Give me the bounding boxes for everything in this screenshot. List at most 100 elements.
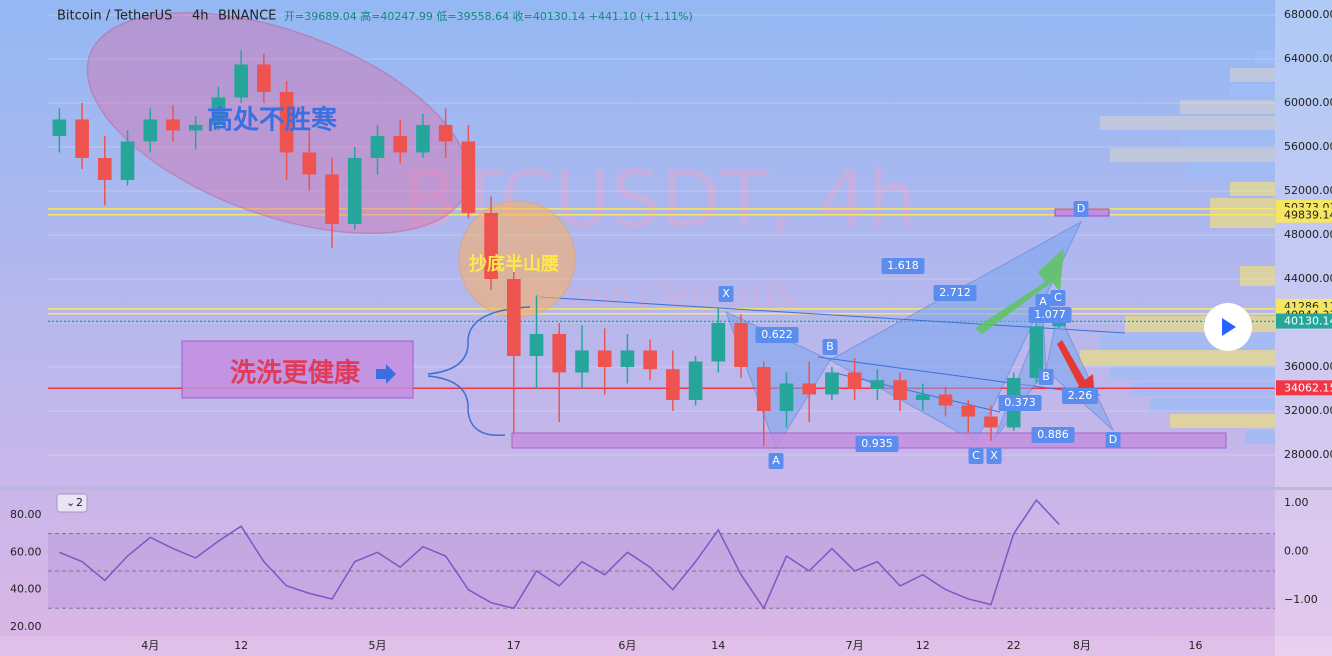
candle-body [756,366,771,411]
candle-body [461,141,476,213]
candle-body [734,322,748,367]
indicator-y2-tick-label: −1.00 [1284,593,1318,606]
price-tag-label: 40130.14 [1284,315,1332,328]
pattern-label-bg [718,286,734,302]
pattern-label: B [826,340,834,353]
pane-separator [0,487,1332,490]
candle-body [325,174,339,224]
candle-body [120,141,135,180]
candle-body [75,119,89,158]
candles [52,50,1066,447]
pattern-label-bg [998,395,1042,411]
profile-bar [1180,132,1275,146]
candle-body [279,91,294,153]
candle-body [711,322,726,362]
price-tag [1276,207,1332,223]
candle-body [575,350,589,373]
candle-body [257,64,271,92]
pattern-label-bg [1062,388,1098,404]
candle-body [166,119,180,131]
candle-body [779,383,794,411]
pattern-label: A [772,454,780,467]
candle-body [370,135,385,158]
candle-body [188,124,203,131]
candle-body [211,97,226,125]
x-tick-label: 12 [234,639,248,652]
symbol-title: Bitcoin / TetherUS [57,9,172,24]
candle-body [529,333,544,356]
profile-bar [1230,182,1275,196]
pattern-label: 0.935 [861,437,893,450]
candle-body [552,333,567,373]
candle-body [938,394,953,406]
profile-bar [1110,366,1275,380]
y-tick-label: 36000.00 [1284,360,1332,373]
pattern-label-bg [1073,201,1089,217]
pattern-label: 0.373 [1004,396,1036,409]
x-tick-label: 4月 [141,639,159,652]
price-tag-label: 49839.14 [1284,209,1332,222]
indicator-y2-tick-label: 1.00 [1284,496,1309,509]
y-tick-label: 64000.00 [1284,52,1332,65]
indicator-tick-label: 40.00 [10,583,42,596]
watermark-sub: Bitcoin / TetherUS [527,279,793,314]
pattern-labels: X A B C D X A B C D 0.622 1.618 2.712 0.935 1.077 0.373… [718,201,1121,469]
y-tick-label: 52000.00 [1284,184,1332,197]
profile-bar [1170,414,1275,428]
profile-bar [1125,316,1275,332]
x-tick-label: 5月 [368,639,386,652]
pattern-label: 2.26 [1068,389,1093,402]
candle-body [1052,321,1066,327]
indicator-line [59,498,1060,610]
candle-body [870,380,885,389]
pattern-label-bg [881,258,925,274]
candle-body [847,372,862,389]
pattern-label: C [1054,291,1062,304]
time-axis-bg [0,636,1332,656]
ohlc-quote: 开=39689.04 高=40247.99 低=39558.64 收=40130… [284,9,693,23]
candle-body [302,152,317,175]
annotation-box [181,340,414,399]
grid [48,14,1275,456]
annotation: 洗洗更健康 [230,358,361,389]
candle-body [438,124,453,142]
pattern-label: X [990,449,998,462]
indicator-tick-label: 60.00 [10,545,42,558]
pattern-label-bg [768,453,784,469]
x-tick-label: 22 [1007,639,1021,652]
y-tick-label: 56000.00 [1284,140,1332,153]
candle-body [893,380,907,400]
pattern-label-bg [755,327,799,343]
indicator-toggle[interactable] [56,493,88,513]
price-tag-label: 34062.15 [1284,381,1332,394]
x-tick-label: 12 [916,639,930,652]
interval: 4h [192,9,209,24]
y-tick-label: 32000.00 [1284,404,1332,417]
up-arrow [975,248,1064,334]
candle-body [620,350,635,367]
candle-body [52,119,67,136]
indicator-count: 2 [76,496,83,509]
y-tick-label: 44000.00 [1284,272,1332,285]
candle-body [802,383,817,395]
profile-bar [1110,148,1275,162]
indicator-y2-tick-label: 0.00 [1284,545,1309,558]
annotation: 高处不胜寒 [207,105,337,136]
trend-line [539,296,1126,334]
candle-body [643,350,657,370]
candle-body [506,278,521,356]
candle-body [597,350,612,367]
pattern-label: 1.618 [887,259,919,272]
x-tick-label: 8月 [1073,639,1091,652]
axes: 28000.0032000.0036000.0040000.0044000.00… [10,8,1332,652]
candle-body [961,405,976,417]
exchange: BINANCE [218,9,276,24]
x-tick-label: 16 [1188,639,1202,652]
price-tag [1276,313,1332,329]
profile-bar [1245,430,1275,444]
pattern-label-bg [1105,432,1121,448]
profile-bar [1230,68,1275,82]
pattern-label: B [1042,370,1050,383]
profile-bar [1180,100,1275,114]
indicator-tick-label: 80.00 [10,508,42,521]
